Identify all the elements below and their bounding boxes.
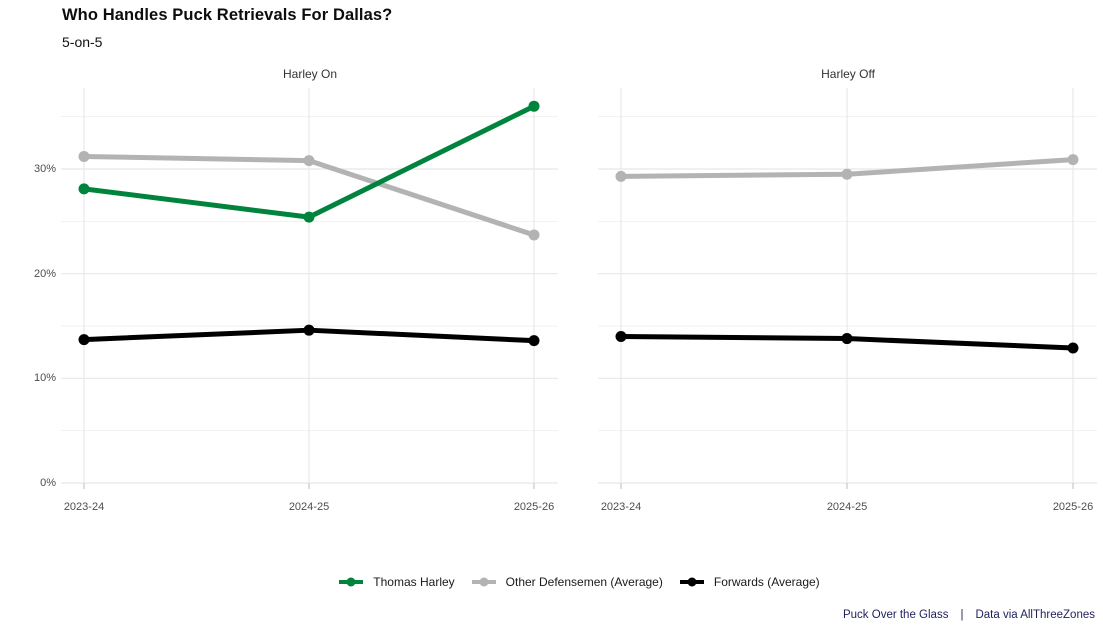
- x-tick-label: 2023-24: [600, 501, 642, 513]
- caption-source: Puck Over the Glass: [842, 609, 949, 621]
- x-tick-label: 2024-25: [288, 501, 330, 513]
- y-tick-label: 20%: [33, 267, 56, 280]
- data-point: [78, 334, 90, 346]
- line-dot-key-icon: [471, 577, 496, 587]
- line-dot-key-icon: [339, 577, 364, 587]
- caption-data-credit: Data via AllThreeZones: [975, 609, 1095, 621]
- data-point: [78, 183, 90, 195]
- y-tick-label: 0%: [40, 477, 56, 489]
- legend-label: Forwards (Average): [713, 575, 820, 589]
- caption-separator: |: [960, 609, 964, 621]
- data-point: [303, 211, 315, 223]
- data-point: [303, 155, 315, 167]
- y-tick-label: 30%: [33, 163, 56, 175]
- legend: Thomas Harley Other Defensemen (Average)…: [61, 570, 1097, 594]
- data-point: [615, 170, 627, 182]
- legend-item-thomas-harley: Thomas Harley: [338, 575, 455, 589]
- data-point: [1067, 342, 1079, 354]
- y-axis-labels: 0% 10% 20% 30%: [0, 88, 56, 498]
- legend-label: Thomas Harley: [373, 575, 455, 589]
- x-tick-label: 2025-26: [1052, 501, 1094, 513]
- x-tick-label: 2025-26: [513, 501, 555, 513]
- facet-title-harley-on: Harley On: [282, 67, 338, 81]
- x-tick-label: 2023-24: [63, 501, 105, 513]
- chart-title: Who Handles Puck Retrievals For Dallas?: [62, 6, 393, 24]
- data-point: [528, 229, 540, 241]
- legend-item-other-defensemen: Other Defensemen (Average): [471, 575, 663, 589]
- data-point: [528, 100, 540, 112]
- data-point: [1067, 154, 1079, 166]
- x-axis-labels-harley-on: 2023-24 2024-25 2025-26: [61, 501, 558, 517]
- facet-title-harley-off: Harley Off: [821, 67, 875, 81]
- legend-item-forwards: Forwards (Average): [679, 575, 820, 589]
- caption: Puck Over the Glass | Data via AllThreeZon…: [95, 609, 1095, 621]
- data-point: [528, 335, 540, 347]
- x-tick-label: 2024-25: [826, 501, 868, 513]
- x-axis-labels-harley-off: 2023-24 2024-25 2025-26: [598, 501, 1097, 517]
- facet-panel-harley-off: [598, 88, 1097, 489]
- data-point: [78, 150, 90, 162]
- data-point: [841, 333, 853, 345]
- line-dot-key-icon: [679, 577, 704, 587]
- data-point: [841, 168, 853, 180]
- data-point: [303, 324, 315, 336]
- chart-subtitle: 5-on-5: [62, 34, 103, 50]
- data-point: [615, 330, 627, 342]
- legend-label: Other Defensemen (Average): [505, 575, 663, 589]
- facet-panel-harley-on: [61, 88, 558, 489]
- y-tick-label: 10%: [33, 372, 56, 385]
